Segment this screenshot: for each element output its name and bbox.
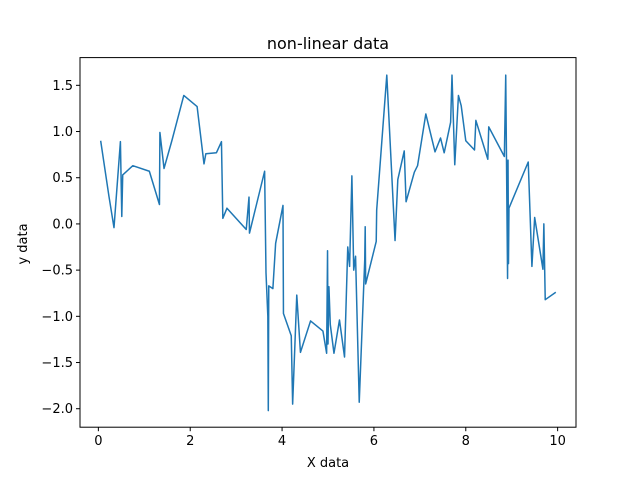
x-tick-label: 4 — [278, 434, 286, 449]
x-tick-label: 2 — [186, 434, 194, 449]
x-tick-label: 0 — [94, 434, 102, 449]
y-tick-label: −0.5 — [41, 264, 73, 279]
y-tick-label: 1.0 — [52, 125, 73, 140]
x-tick-label: 10 — [549, 434, 566, 449]
y-axis-label: y data — [16, 223, 31, 264]
chart-title: non-linear data — [267, 34, 389, 53]
x-axis-label: X data — [307, 456, 349, 471]
series-line-0 — [99, 74, 557, 412]
x-tick-label: 6 — [370, 434, 378, 449]
y-tick-label: −2.0 — [41, 402, 73, 417]
y-tick-label: −1.5 — [41, 356, 73, 371]
axes-frame — [79, 57, 577, 428]
x-axis-ticks: 0 2 4 6 8 10 — [94, 427, 566, 449]
plot-area — [99, 74, 557, 412]
y-tick-label: 0.5 — [52, 171, 73, 186]
y-tick-label: 0.0 — [52, 217, 73, 232]
y-tick-label: −1.0 — [41, 310, 73, 325]
x-tick-label: 8 — [462, 434, 470, 449]
y-axis-ticks: −2.0 −1.5 −1.0 −0.5 0.0 0.5 1.0 1.5 — [41, 79, 80, 417]
y-tick-label: 1.5 — [52, 79, 73, 94]
